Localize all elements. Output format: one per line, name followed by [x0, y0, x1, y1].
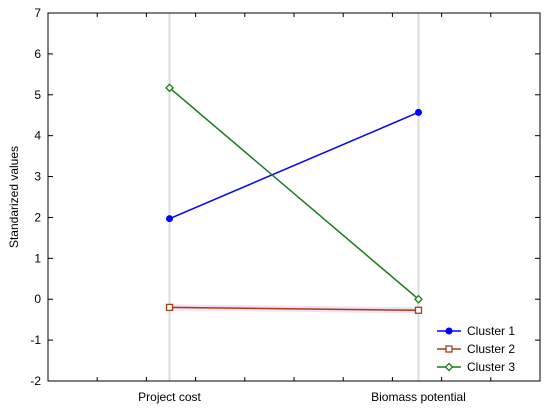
series-line-cluster-1: [169, 111, 419, 220]
plot-area: [48, 13, 540, 381]
y-axis-label: Standarized values: [7, 146, 21, 248]
data-point-cluster-1: [166, 215, 174, 223]
axes: -2 -1 0 1 2 3 4 5 6 7 Project cost Biomass potentia…: [30, 6, 541, 404]
y-tick-label: -1: [30, 333, 41, 347]
legend-label-cluster-1: Cluster 1: [467, 324, 515, 338]
data-point-cluster-3: [414, 294, 423, 304]
legend-label-cluster-3: Cluster 3: [467, 360, 515, 374]
y-tick-label: 5: [34, 88, 41, 102]
legend-marker-cluster-2: [445, 345, 453, 353]
data-point-cluster-2: [414, 306, 423, 314]
x-tick-label: Project cost: [138, 390, 201, 404]
x-tick-label: Biomass potential: [371, 390, 466, 404]
legend-label-cluster-2: Cluster 2: [467, 342, 515, 356]
grid-lines: [168, 13, 420, 381]
y-tick-label: -2: [30, 374, 41, 388]
series-layer: [165, 83, 423, 314]
y-tick-label: 6: [34, 47, 41, 61]
legend-marker-cluster-3: [444, 362, 454, 372]
plot-background: [48, 13, 540, 381]
series-line-cluster-3: [169, 87, 419, 300]
y-tick-label: 7: [34, 6, 41, 20]
data-point-cluster-3: [165, 83, 174, 93]
y-tick-label: 4: [34, 129, 41, 143]
plot-frame: [47, 12, 541, 382]
legend-marker-cluster-1: [445, 327, 453, 335]
y-tick-label: 2: [34, 210, 41, 224]
data-point-cluster-1: [414, 108, 422, 116]
y-tick-label: 3: [34, 170, 41, 184]
series-line-cluster-2: [169, 306, 419, 312]
y-tick-label: 1: [34, 251, 41, 265]
data-point-cluster-2: [165, 303, 174, 312]
y-tick-label: 0: [34, 292, 41, 306]
legend: Cluster 1 Cluster 2 Cluster 3: [437, 324, 515, 374]
